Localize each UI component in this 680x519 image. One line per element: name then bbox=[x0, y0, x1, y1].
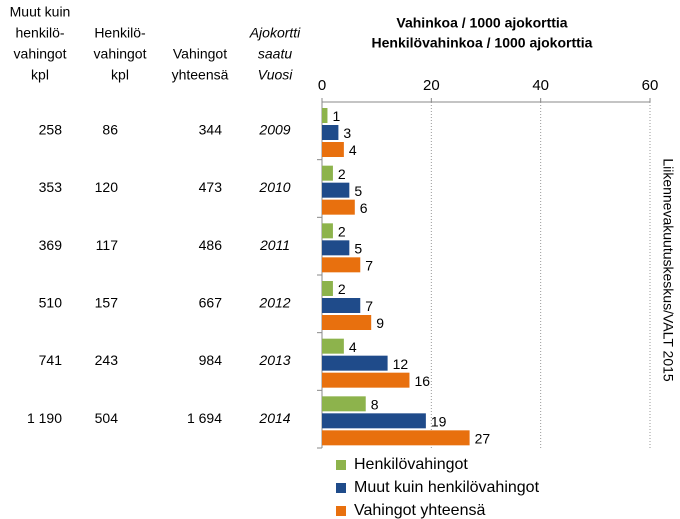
table-cell: 157 bbox=[95, 295, 119, 311]
x-tick-label: 0 bbox=[318, 77, 326, 94]
chart-subtitle: Henkilövahinkoa / 1000 ajokorttia bbox=[372, 35, 593, 51]
source: Liikennevakuutuskeskus/VALT 2015 bbox=[660, 158, 676, 382]
table-cell: 984 bbox=[199, 352, 223, 368]
table-year: 2009 bbox=[258, 122, 290, 138]
x-tick-label: 60 bbox=[642, 77, 659, 94]
data-label: 5 bbox=[354, 183, 362, 199]
table-cell: 510 bbox=[39, 295, 63, 311]
table-cell: 369 bbox=[39, 237, 63, 253]
legend-swatch bbox=[336, 506, 346, 516]
bar bbox=[322, 240, 350, 256]
table-cell: 486 bbox=[199, 237, 223, 253]
data-label: 3 bbox=[343, 125, 351, 141]
data-label: 27 bbox=[475, 431, 491, 447]
bar bbox=[322, 413, 426, 429]
table-header: Muut kuin bbox=[10, 4, 71, 20]
legend-label: Vahingot yhteensä bbox=[354, 502, 485, 519]
bar bbox=[322, 396, 366, 412]
bar bbox=[322, 298, 361, 313]
table-cell: 1 694 bbox=[187, 410, 222, 426]
data-label: 4 bbox=[349, 339, 357, 355]
table-header: Vuosi bbox=[258, 67, 294, 83]
bar bbox=[322, 355, 388, 371]
chart-title: Vahinkoa / 1000 ajokorttia bbox=[396, 15, 567, 31]
legend-label: Muut kuin henkilövahingot bbox=[354, 479, 540, 496]
table-header: kpl bbox=[111, 67, 129, 83]
data-label: 2 bbox=[338, 166, 346, 182]
table-year: 2011 bbox=[259, 237, 290, 253]
bar bbox=[322, 257, 361, 273]
bar bbox=[322, 142, 344, 157]
table-header: kpl bbox=[31, 67, 49, 83]
table-cell: 667 bbox=[199, 295, 223, 311]
data-label: 19 bbox=[431, 414, 447, 430]
bar bbox=[322, 372, 410, 388]
legend-swatch bbox=[336, 460, 346, 470]
data-label: 7 bbox=[365, 258, 373, 274]
data-label: 1 bbox=[332, 108, 340, 124]
bar bbox=[322, 430, 470, 446]
data-label: 6 bbox=[360, 200, 368, 216]
data-label: 8 bbox=[371, 397, 379, 413]
table-cell: 86 bbox=[102, 122, 118, 138]
data-label: 7 bbox=[365, 298, 373, 314]
table-year: 2014 bbox=[258, 410, 290, 426]
table-cell: 243 bbox=[95, 352, 119, 368]
bar bbox=[322, 281, 333, 296]
table-header: vahingot bbox=[94, 46, 147, 62]
x-tick-label: 20 bbox=[423, 77, 440, 94]
bar bbox=[322, 223, 333, 239]
legend-label: Henkilövahingot bbox=[354, 456, 468, 473]
data-label: 2 bbox=[338, 281, 346, 297]
table-header: Ajokortti bbox=[249, 25, 301, 41]
table-cell: 1 190 bbox=[27, 410, 62, 426]
table-cell: 741 bbox=[39, 352, 63, 368]
bar bbox=[322, 199, 355, 215]
data-label: 9 bbox=[376, 315, 384, 331]
table-year: 2013 bbox=[258, 352, 290, 368]
bar bbox=[322, 182, 350, 198]
legend-swatch bbox=[336, 483, 346, 493]
table-header: Vahingot bbox=[173, 46, 227, 62]
table-header: Henkilö- bbox=[94, 25, 146, 41]
table-cell: 504 bbox=[95, 410, 119, 426]
table-cell: 473 bbox=[199, 179, 223, 195]
bar bbox=[322, 125, 339, 140]
table-cell: 344 bbox=[199, 122, 223, 138]
table-header: henkilö- bbox=[15, 25, 64, 41]
data-label: 12 bbox=[393, 356, 409, 372]
bar bbox=[322, 108, 328, 123]
table-year: 2012 bbox=[258, 295, 290, 311]
bar bbox=[322, 338, 344, 354]
table-header: vahingot bbox=[14, 46, 67, 62]
table-cell: 117 bbox=[96, 237, 119, 253]
data-label: 2 bbox=[338, 224, 346, 240]
bar bbox=[322, 315, 372, 330]
table-year: 2010 bbox=[258, 179, 290, 195]
bar bbox=[322, 165, 333, 181]
table-header: yhteensä bbox=[172, 67, 229, 83]
data-label: 5 bbox=[354, 241, 362, 257]
table-header: saatu bbox=[258, 46, 292, 62]
table-cell: 120 bbox=[95, 179, 119, 195]
table-cell: 258 bbox=[39, 122, 63, 138]
data-label: 16 bbox=[414, 373, 430, 389]
x-tick-label: 40 bbox=[532, 77, 549, 94]
table-cell: 353 bbox=[39, 179, 63, 195]
data-label: 4 bbox=[349, 142, 357, 158]
